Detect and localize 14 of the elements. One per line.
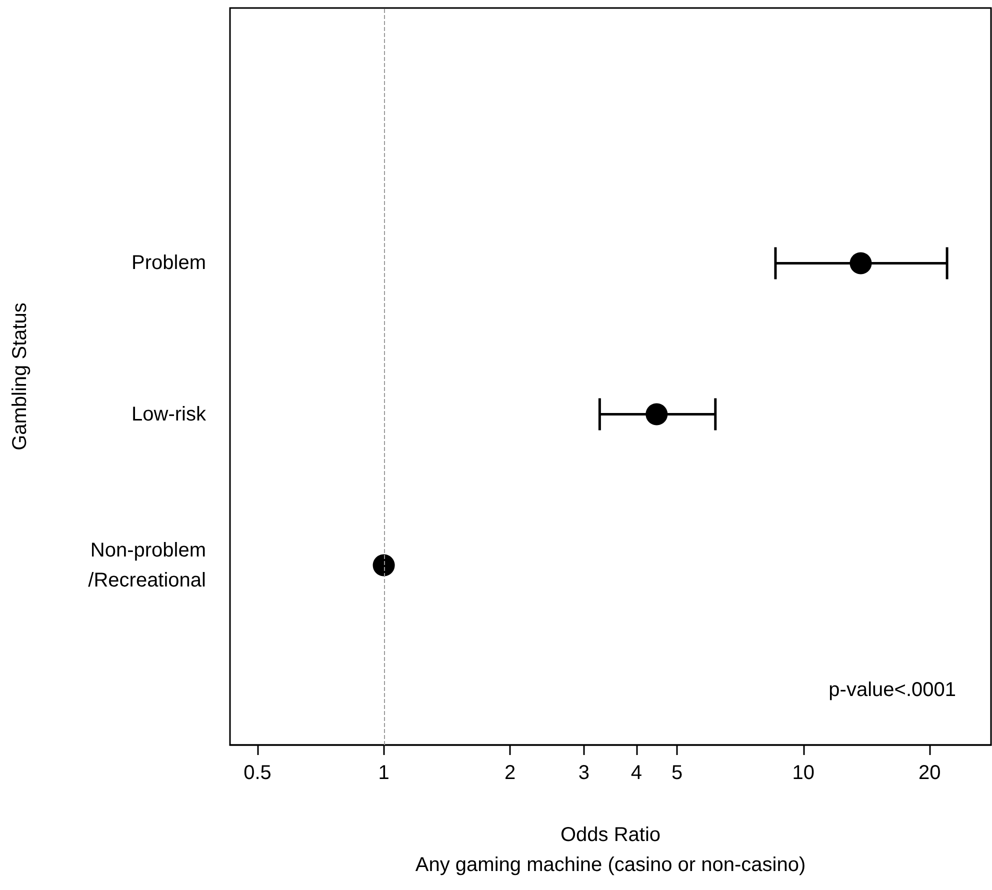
y-axis-title: Gambling Status — [9, 302, 31, 450]
x-tick-label: 3 — [578, 762, 590, 784]
y-tick-label: Non-problem /Recreational — [88, 539, 206, 592]
y-tick-label: Low-risk — [132, 403, 207, 426]
x-tick-label: 5 — [672, 762, 683, 784]
text: p-value<.0001 — [828, 679, 956, 701]
x-tick-label: 2 — [504, 762, 516, 784]
x-tick-label: 20 — [918, 762, 941, 784]
x-tick-label: 1 — [378, 762, 390, 784]
x-tick-label: 10 — [792, 762, 815, 784]
y-tick-label: Problem — [132, 252, 206, 274]
x-tick-label: 0.5 — [244, 762, 272, 784]
x-tick-label: 4 — [630, 762, 642, 784]
x-axis-title: Odds Ratio Any gaming machine (casino or non-casino) — [415, 824, 806, 876]
